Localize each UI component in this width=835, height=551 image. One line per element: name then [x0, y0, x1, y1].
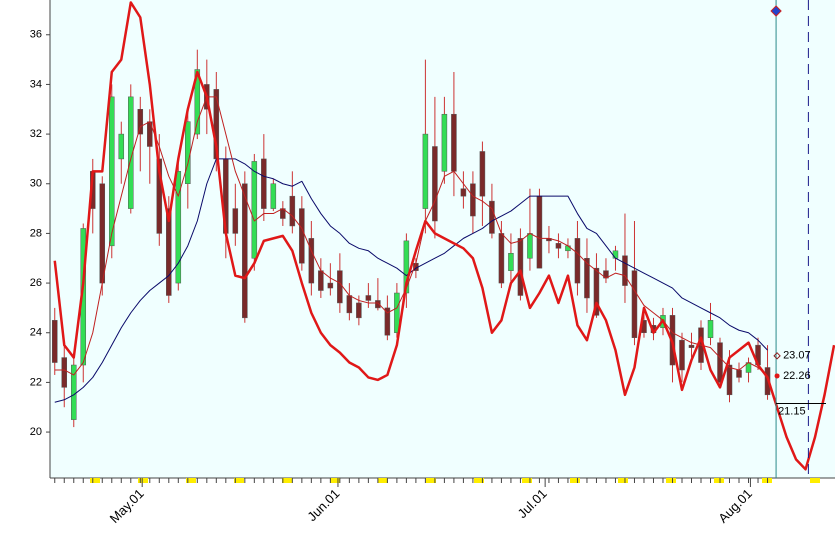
candle-body: [232, 208, 239, 234]
candle-body: [375, 300, 381, 309]
candle-body: [403, 240, 410, 294]
candle-body: [441, 113, 448, 172]
candle-body: [299, 208, 305, 264]
value-label: 22.26: [783, 370, 811, 382]
candle-body: [508, 253, 514, 271]
candle-body: [194, 69, 201, 135]
candle-body: [270, 183, 277, 209]
candle-body: [337, 270, 343, 304]
axis-highlight: [282, 478, 292, 483]
axis-highlight: [330, 478, 340, 483]
candle-body: [109, 96, 115, 247]
axis-highlight: [138, 478, 148, 483]
candle-body: [612, 250, 619, 259]
candle-body: [584, 257, 590, 299]
axis-highlight: [474, 478, 484, 483]
x-tick-label: Jul.01: [515, 486, 550, 521]
indicator-line: [54, 158, 768, 403]
axis-highlight: [666, 478, 676, 483]
candle-body: [489, 200, 495, 234]
candle-body: [460, 188, 467, 197]
candle-body: [156, 158, 163, 234]
candle-body: [128, 96, 134, 209]
candle-body: [555, 243, 562, 249]
y-tick-label: 28: [30, 227, 42, 239]
indicator-line: [53, 1, 835, 471]
candle-body: [517, 238, 524, 296]
y-tick-label: 34: [30, 78, 42, 90]
candle-body: [346, 295, 353, 314]
axis-highlight: [90, 478, 100, 483]
candle-body: [318, 270, 324, 291]
candle-body: [451, 113, 457, 172]
axis-highlight: [618, 478, 628, 483]
candle-body: [308, 238, 315, 284]
y-tick-label: 20: [30, 426, 42, 438]
candle-body: [432, 146, 438, 222]
candle-body: [688, 344, 695, 348]
axis-highlight: [378, 478, 388, 483]
candle-body: [479, 151, 486, 197]
candle-body: [118, 133, 125, 160]
y-tick-label: 32: [30, 128, 42, 140]
candle-body: [574, 238, 581, 284]
value-label: 23.07: [783, 350, 811, 362]
axis-highlight: [186, 478, 196, 483]
candle-body: [52, 320, 58, 363]
candle-body: [394, 292, 400, 333]
candle-body: [422, 133, 429, 209]
candle-body: [736, 369, 742, 378]
candle-body: [99, 183, 106, 284]
value-marker: [774, 373, 780, 379]
candle-body: [289, 195, 296, 227]
candle-body: [717, 342, 723, 383]
cursor-diamond: [770, 5, 782, 17]
x-tick-label: Jun.01: [304, 486, 342, 524]
y-tick-label: 30: [30, 178, 42, 190]
candle-body: [356, 302, 362, 319]
candle-body: [593, 267, 600, 316]
candle-body: [251, 161, 258, 259]
y-tick-label: 26: [30, 277, 42, 289]
axis-highlight: [234, 478, 244, 483]
candle-body: [726, 364, 733, 396]
candle-body: [166, 208, 172, 296]
candle-body: [185, 121, 191, 185]
value-marker: [773, 352, 781, 360]
candle-body: [261, 158, 267, 209]
value-label: 21.15: [778, 405, 806, 417]
candle-body: [365, 295, 372, 301]
candle-body: [384, 307, 391, 336]
candle-body: [137, 109, 144, 135]
y-tick-label: 22: [30, 376, 42, 388]
candle-body: [327, 282, 334, 289]
axis-highlight: [810, 478, 820, 483]
axis-highlight: [522, 478, 532, 483]
x-tick-label: Aug.01: [715, 486, 755, 526]
candle-body: [527, 233, 533, 259]
y-tick-label: 24: [30, 327, 42, 339]
y-tick-label: 36: [30, 29, 42, 41]
axis-highlight: [714, 478, 724, 483]
candle-body: [631, 270, 638, 338]
candle-body: [622, 255, 628, 286]
x-tick-label: May.01: [107, 486, 147, 526]
candle-body: [707, 320, 714, 338]
candle-body: [536, 195, 543, 269]
candle-body: [498, 233, 505, 284]
axis-highlight: [570, 478, 580, 483]
candle-body: [470, 183, 476, 217]
candle-body: [242, 183, 248, 319]
candle-body: [61, 357, 68, 388]
candle-body: [679, 339, 685, 371]
axis-highlight: [426, 478, 436, 483]
candle-body: [175, 171, 182, 284]
axis-highlight: [762, 478, 772, 483]
